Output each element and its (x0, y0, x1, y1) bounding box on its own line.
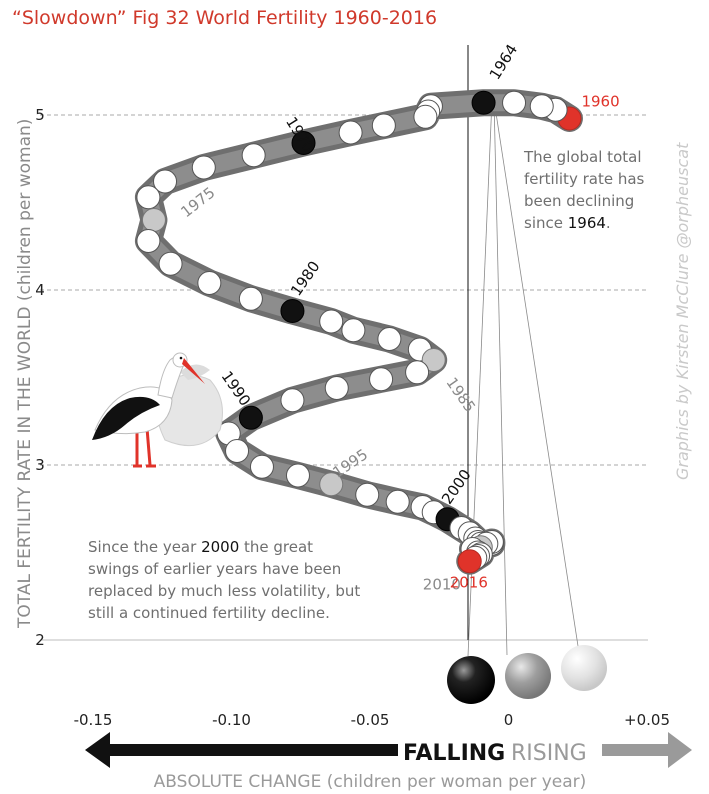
falling-label: FALLING (403, 741, 505, 766)
point-1976 (136, 229, 161, 253)
annotation-top-line2: fertility rate has (524, 170, 645, 188)
pointer-line (493, 99, 579, 647)
x-tick-label: -0.10 (212, 711, 251, 729)
point-1997 (385, 489, 410, 514)
annotation-bottom: Since the year 2000 the great swings of … (88, 538, 360, 622)
annotation-bottom-line4: still a continued fertility decline. (88, 604, 330, 622)
rising-label: RISING (511, 741, 587, 766)
stork-carrying-baby-icon (92, 352, 223, 468)
annotation-top-suffix: . (606, 214, 611, 232)
year-label-2016: 2016 (450, 573, 488, 591)
point-1980 (280, 299, 305, 323)
year-label-1985: 1985 (442, 374, 479, 416)
annotation-top-line3: been declining (524, 192, 634, 210)
year-label-2010: 2010 (423, 575, 461, 593)
point-1978 (197, 271, 222, 295)
legend-spheres (447, 645, 607, 704)
y-tick-label: 5 (35, 106, 45, 124)
y-tick-labels: 2 3 4 5 (35, 106, 45, 649)
x-tick-label: -0.05 (351, 711, 390, 729)
point-1985 (421, 348, 446, 372)
grey-sphere (505, 653, 551, 699)
point-1970 (291, 131, 316, 155)
point-1996 (355, 482, 380, 507)
y-axis-label: TOTAL FERTILITY RATE IN THE WORLD (child… (15, 119, 35, 629)
rising-arrow (602, 732, 692, 768)
point-1993 (249, 454, 274, 479)
annotation-bottom-prefix: Since the year (88, 538, 201, 556)
light-grey-sphere (561, 645, 607, 691)
x-tick-label: 0 (504, 711, 514, 729)
point-1994 (285, 463, 310, 488)
point-1995 (319, 472, 344, 497)
falling-arrow (85, 732, 398, 768)
year-label-2000: 2000 (438, 466, 475, 508)
x-axis-label: ABSOLUTE CHANGE (children per woman per … (154, 772, 587, 792)
pointer-line (493, 99, 508, 656)
annotation-bottom-year: 2000 (201, 538, 239, 556)
point-1973 (153, 169, 178, 194)
y-tick-label: 2 (35, 631, 45, 649)
point-1986 (405, 360, 430, 385)
annotation-bottom-suffix: the great (239, 538, 313, 556)
point-1977 (158, 251, 183, 276)
point-1968 (371, 113, 396, 138)
chart-title: “Slowdown” Fig 32 World Fertility 1960-2… (12, 7, 437, 29)
point-1967 (413, 104, 438, 129)
annotation-top-prefix: since (524, 214, 568, 232)
x-tick-labels: -0.15 -0.10 -0.05 0 +0.05 (74, 711, 670, 729)
point-1983 (377, 327, 402, 351)
point-1992 (225, 439, 250, 463)
credit-text: Graphics by Kirsten McClure @orpheuscat (673, 142, 692, 480)
point-1974 (136, 185, 161, 210)
point-1981 (319, 309, 344, 334)
year-label-1960: 1960 (581, 93, 619, 111)
annotation-bottom-line2: swings of earlier years have been (88, 560, 341, 578)
point-1989 (280, 388, 305, 413)
point-1971 (241, 143, 266, 168)
year-label-1980: 1980 (287, 258, 324, 300)
annotation-top-line4: since 1964. (524, 214, 611, 232)
y-tick-label: 3 (35, 456, 45, 474)
year-label-1990: 1990 (218, 368, 255, 410)
point-1969 (338, 120, 363, 145)
point-2016 (457, 549, 482, 574)
data-points (136, 90, 582, 574)
x-tick-label: +0.05 (624, 711, 670, 729)
annotation-bottom-line3: replaced by much less volatility, but (88, 582, 360, 600)
point-1964 (471, 90, 496, 115)
point-1988 (324, 376, 349, 400)
y-tick-label: 4 (35, 281, 45, 299)
point-1987 (369, 367, 394, 392)
point-1982 (341, 318, 366, 343)
point-1962 (529, 94, 554, 119)
point-1990 (238, 405, 263, 430)
point-1979 (238, 286, 263, 311)
black-sphere (447, 656, 495, 704)
point-1963 (502, 90, 527, 115)
annotation-top-year: 1964 (568, 214, 606, 232)
point-1972 (191, 155, 216, 180)
annotation-bottom-line1: Since the year 2000 the great (88, 538, 313, 556)
annotation-top: The global total fertility rate has been… (523, 148, 645, 232)
x-tick-label: -0.15 (74, 711, 113, 729)
point-1975 (141, 208, 166, 232)
annotation-top-line1: The global total (523, 148, 641, 166)
year-label-1964: 1964 (486, 41, 522, 83)
direction-arrows: FALLING RISING (85, 732, 692, 768)
